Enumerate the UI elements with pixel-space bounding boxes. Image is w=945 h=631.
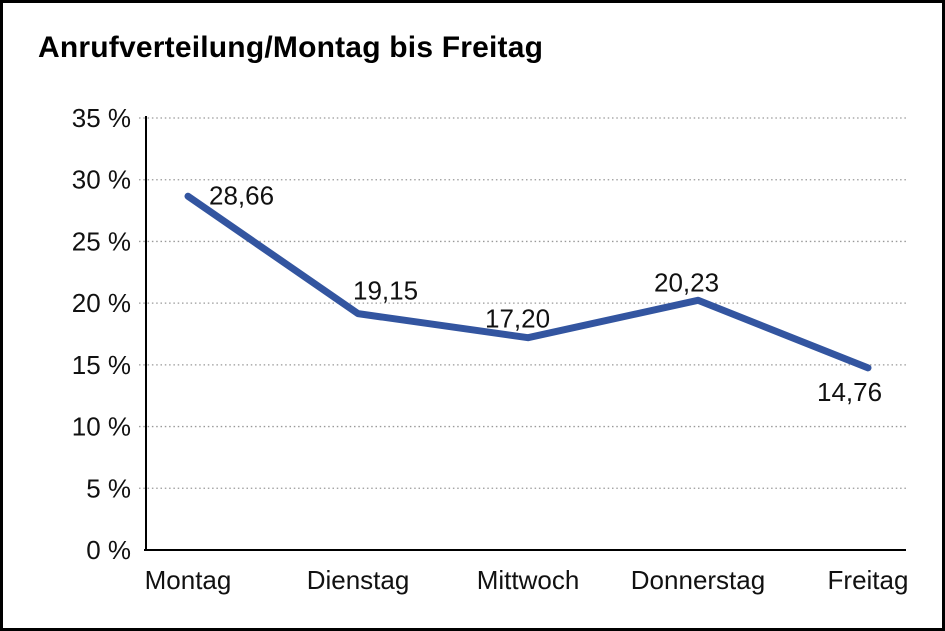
y-tick-label: 10 % (72, 412, 131, 442)
data-point-label: 28,66 (209, 180, 274, 210)
y-tick-label: 0 % (86, 535, 131, 565)
chart-title: Anrufverteilung/Montag bis Freitag (38, 31, 544, 64)
y-tick-label: 25 % (72, 226, 131, 256)
data-point-label: 20,23 (654, 267, 719, 297)
y-tick-label: 5 % (86, 473, 131, 503)
line-chart: 0 % 5 % 10 % 15 % 20 % 25 % 30 % 35 % Montag Dien… (72, 103, 909, 595)
y-tick-label: 15 % (72, 350, 131, 380)
y-tick-label: 20 % (72, 288, 131, 318)
x-tick-label: Montag (145, 565, 232, 595)
data-point-label: 17,20 (485, 304, 550, 334)
x-tick-label: Mittwoch (477, 565, 580, 595)
y-tick-label: 35 % (72, 103, 131, 133)
x-tick-label: Dienstag (307, 565, 410, 595)
x-tick-label: Donnerstag (631, 565, 765, 595)
data-point-label: 19,15 (353, 276, 418, 306)
series-polyline (184, 192, 872, 372)
y-tick-label: 30 % (72, 165, 131, 195)
data-point-label: 14,76 (817, 377, 882, 407)
x-tick-label: Freitag (828, 565, 909, 595)
